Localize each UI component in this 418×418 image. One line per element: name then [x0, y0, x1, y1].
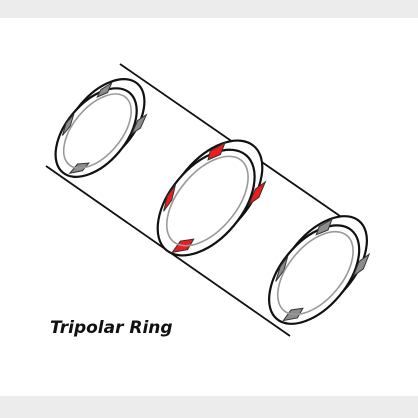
right-ring — [267, 215, 371, 325]
center-ring-segment-2 — [207, 141, 227, 161]
right-ring-band-front — [267, 224, 361, 325]
left-ring-segment-4 — [130, 113, 148, 136]
center-ring — [156, 139, 267, 257]
center-ring-segment-1 — [163, 184, 176, 212]
right-ring-segment-2 — [315, 217, 333, 236]
right-ring-segment-1 — [275, 256, 289, 282]
left-ring-segment-2 — [96, 81, 113, 99]
figure-caption: Tripolar Ring — [50, 318, 173, 338]
left-ring-band-front — [54, 87, 138, 178]
right-ring-inner-rim — [276, 230, 354, 316]
right-ring-segment-4 — [352, 252, 371, 278]
left-ring-inner-rim — [62, 93, 132, 169]
left-ring-segment-1 — [61, 113, 75, 136]
center-ring-inner-rim — [165, 155, 249, 247]
left-ring — [54, 78, 148, 178]
center-ring-band-front — [156, 148, 256, 257]
center-ring-segment-4 — [247, 180, 267, 206]
